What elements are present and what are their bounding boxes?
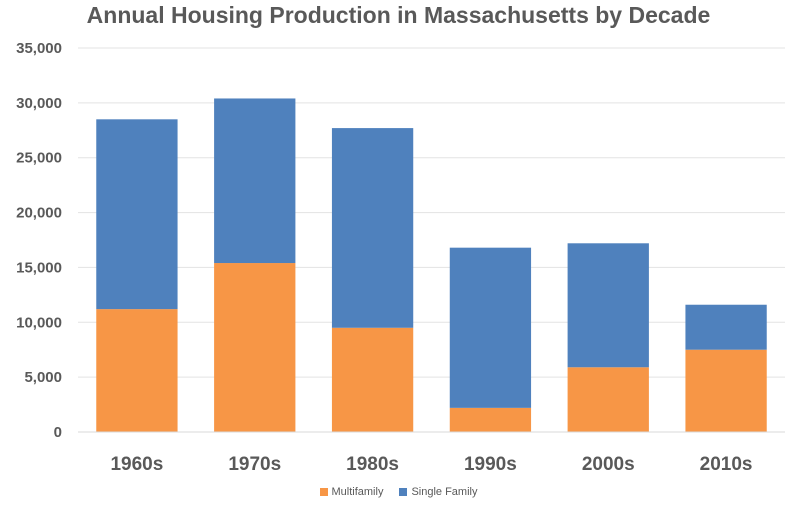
- bars: [96, 98, 767, 432]
- chart-title: Annual Housing Production in Massachuset…: [86, 2, 711, 28]
- bar-multifamily-1960s: [96, 309, 178, 432]
- y-tick-label: 5,000: [24, 369, 62, 386]
- bar-multifamily-2010s: [685, 349, 767, 432]
- bar-multifamily-1990s: [449, 407, 532, 432]
- bar-single-family-2000s: [567, 243, 649, 368]
- y-tick-label: 25,000: [16, 150, 62, 167]
- bar-single-family-1970s: [214, 98, 296, 264]
- bar-single-family-2010s: [685, 304, 767, 350]
- y-tick-label: 10,000: [16, 314, 62, 331]
- x-axis-categories: 1960s 1970s 1980s 1990s 2000s 2010s: [110, 454, 752, 475]
- bar-multifamily-2000s: [567, 367, 649, 432]
- y-tick-label: 20,000: [16, 205, 62, 222]
- bar-single-family-1990s: [449, 247, 532, 408]
- y-tick-label: 30,000: [16, 95, 62, 112]
- x-category-label: 1970s: [228, 454, 281, 475]
- bar-single-family-1960s: [96, 119, 178, 310]
- legend-item-multifamily: Multifamily: [319, 486, 384, 498]
- legend-label-single-family: Single Family: [411, 486, 478, 498]
- y-tick-label: 15,000: [16, 259, 62, 276]
- legend-swatch-multifamily: [319, 488, 328, 496]
- legend: Multifamily Single Family: [0, 486, 797, 498]
- y-axis-ticks: 0 5,000 10,000 15,000 20,000 25,000 30,000 35,0…: [16, 40, 62, 441]
- bar-single-family-1980s: [331, 128, 414, 328]
- x-category-label: 1990s: [464, 454, 517, 475]
- x-category-label: 1980s: [346, 454, 399, 475]
- bar-multifamily-1980s: [331, 327, 414, 432]
- legend-swatch-single-family: [399, 488, 408, 496]
- y-tick-label: 35,000: [16, 40, 62, 57]
- y-tick-label: 0: [54, 424, 62, 441]
- bar-multifamily-1970s: [214, 263, 296, 432]
- x-category-label: 1960s: [110, 454, 163, 475]
- x-category-label: 2010s: [700, 454, 753, 475]
- x-category-label: 2000s: [582, 454, 635, 475]
- legend-label-multifamily: Multifamily: [331, 486, 384, 498]
- gridlines: [78, 47, 785, 378]
- legend-item-single-family: Single Family: [399, 486, 477, 498]
